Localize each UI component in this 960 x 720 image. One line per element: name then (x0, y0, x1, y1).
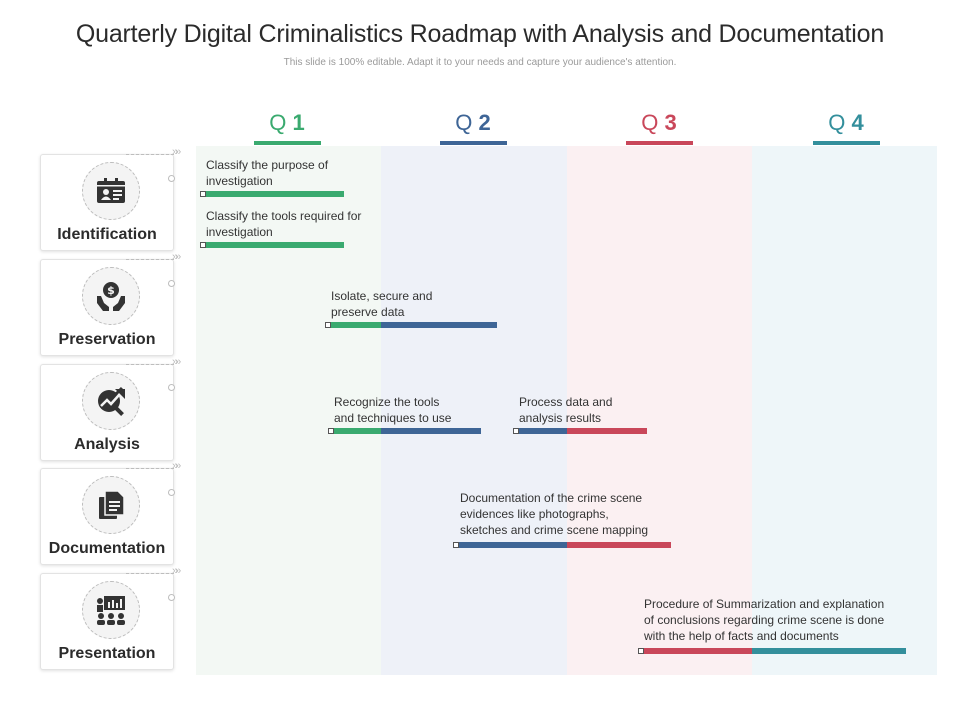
task-bar (641, 648, 906, 654)
task-text: Classify the purpose of investigation (206, 158, 329, 188)
band-q1 (196, 146, 381, 675)
task-bar (203, 242, 344, 248)
phase-card-analysis: Analysis (40, 364, 174, 461)
band-q2 (381, 146, 567, 675)
quarter-label-q4: Q 4 (828, 110, 864, 135)
phase-card-preservation: $ Preservation (40, 259, 174, 356)
task-text: Documentation of the crime scene evidence… (460, 491, 649, 537)
double-chevron-icon: »» (172, 146, 181, 158)
dashed-connector (126, 259, 174, 260)
dashed-connector (126, 154, 174, 155)
task-text: Isolate, secure and preserve data (331, 289, 433, 319)
task-bar (203, 191, 344, 197)
task-marker (325, 322, 331, 328)
phase-label: Documentation (48, 540, 166, 557)
connector-dot (168, 280, 175, 287)
presentation-board-icon (82, 581, 140, 639)
phase-card-documentation: Documentation (40, 468, 174, 565)
band-q4 (752, 146, 937, 675)
dashed-connector (126, 468, 174, 469)
id-card-icon (82, 162, 140, 220)
connector-dot (168, 489, 175, 496)
task-marker (200, 191, 206, 197)
task-text: Process data and analysis results (519, 395, 613, 425)
dashed-connector (126, 573, 174, 574)
task-text: Procedure of Summarization and explanati… (644, 597, 885, 643)
task-bar (331, 428, 481, 434)
money-hands-icon: $ (82, 267, 140, 325)
connector-dot (168, 384, 175, 391)
phase-label: Preservation (58, 331, 156, 348)
quarter-underline-q3 (626, 141, 693, 145)
chart-magnifier-icon (82, 372, 140, 430)
task-marker (513, 428, 519, 434)
double-chevron-icon: »» (172, 251, 181, 263)
phase-card-presentation: Presentation (40, 573, 174, 670)
task-marker (328, 428, 334, 434)
phase-label: Identification (57, 226, 157, 243)
connector-dot (168, 594, 175, 601)
task-text: Recognize the tools and techniques to use (334, 395, 452, 425)
page-subtitle: This slide is 100% editable. Adapt it to… (283, 57, 677, 68)
quarter-label-q1: Q 1 (269, 110, 305, 135)
connector-dot (168, 175, 175, 182)
task-bar (456, 542, 671, 548)
task-bar (516, 428, 647, 434)
phase-label: Analysis (74, 436, 140, 453)
quarter-underline-q2 (440, 141, 507, 145)
quarter-underline-q1 (254, 141, 321, 145)
phase-label: Presentation (58, 645, 156, 662)
task-marker (200, 242, 206, 248)
double-chevron-icon: »» (172, 460, 181, 472)
task-marker (638, 648, 644, 654)
phase-card-identification: Identification (40, 154, 174, 251)
quarter-label-q2: Q 2 (455, 110, 491, 135)
dashed-connector (126, 364, 174, 365)
quarter-label-q3: Q 3 (641, 110, 677, 135)
double-chevron-icon: »» (172, 565, 181, 577)
band-q3 (567, 146, 752, 675)
page-title: Quarterly Digital Criminalistics Roadmap… (75, 20, 885, 48)
documents-icon (82, 476, 140, 534)
double-chevron-icon: »» (172, 356, 181, 368)
task-marker (453, 542, 459, 548)
quarter-underline-q4 (813, 141, 880, 145)
task-bar (328, 322, 497, 328)
task-text: Classify the tools required for investiga… (206, 209, 362, 239)
svg-text:$: $ (107, 284, 115, 297)
